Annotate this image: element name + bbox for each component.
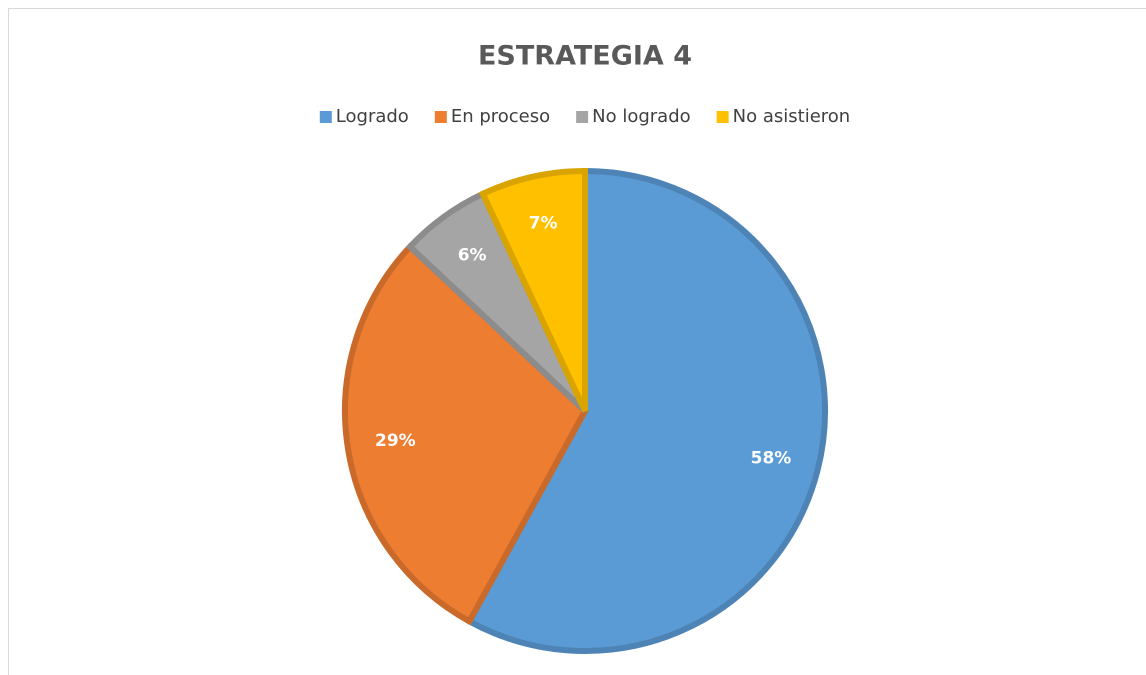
data-label: 7%: [529, 214, 558, 234]
pie-slice: [478, 167, 588, 413]
pie-slice: [342, 242, 589, 626]
legend-label: En proceso: [451, 106, 550, 127]
legend-swatch: [319, 111, 332, 123]
data-label: 6%: [458, 246, 487, 266]
pie-slice: [465, 167, 828, 654]
legend-label: No logrado: [592, 106, 691, 127]
legend-swatch: [434, 111, 447, 123]
data-label: 58%: [751, 449, 792, 469]
legend-label: No asistieron: [733, 106, 851, 127]
chart-title: ESTRATEGIA 4: [478, 41, 692, 72]
data-label: 29%: [375, 431, 416, 451]
legend-swatch: [716, 111, 729, 123]
legend-label: Logrado: [336, 106, 409, 127]
legend-swatch: [576, 111, 589, 123]
